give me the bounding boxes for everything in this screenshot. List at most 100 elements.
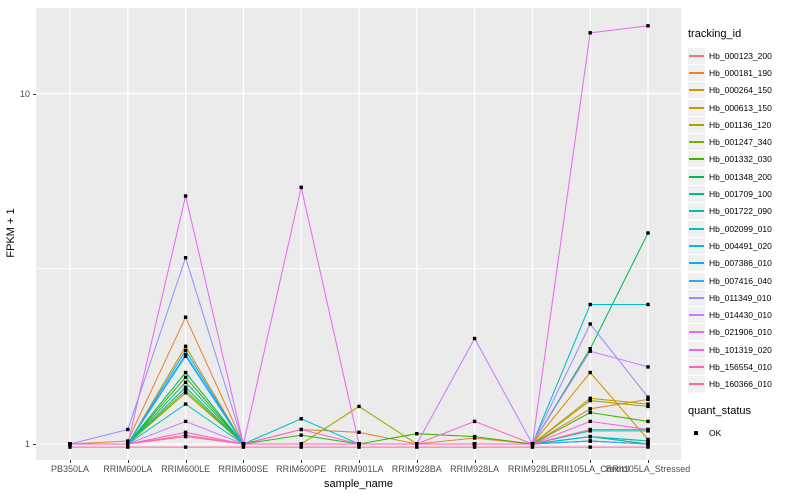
point-Hb_001348_200-RRII105LA_Control: [588, 347, 592, 351]
y-tick-label-1: 1: [24, 439, 30, 449]
legend-entry-Hb_014430_010: Hb_014430_010: [688, 306, 800, 324]
legend-entry-Hb_011349_010: Hb_011349_010: [688, 289, 800, 306]
legend-title: tracking_id: [688, 28, 742, 40]
plot-panel: [36, 8, 681, 460]
point-Hb_000181_190-RRII105LA_Control: [588, 407, 592, 411]
legend-entry-Hb_002099_010: Hb_002099_010: [688, 220, 800, 237]
point-Hb_002099_010-RRIM600LE: [183, 402, 188, 406]
point-Hb_101319_020-RRIM928LA: [472, 419, 477, 424]
x-tick-label-RRIM928LE: RRIM928LE: [507, 464, 557, 474]
point-Hb_156554_010-RRIM600LE: [183, 433, 188, 437]
legend-entry-Hb_160366_010: Hb_160366_010: [688, 376, 800, 393]
point-Hb_001136_120-RRIM600LE: [183, 391, 188, 395]
point-Hb_000181_190-RRIM901LA: [357, 430, 361, 434]
point-Hb_156554_010-RRIM600SE: [241, 442, 246, 446]
point-Hb_160366_010-RRIM600LE: [183, 445, 188, 449]
point-Hb_001722_090-RRIM600LE: [183, 385, 188, 390]
x-tick-mark: [648, 460, 649, 463]
point-Hb_002099_010-RRII105LA_Stressed: [646, 302, 650, 307]
legend-key-line-icon: [688, 255, 705, 272]
legend-entry-label: Hb_001332_030: [709, 154, 772, 165]
legend-entry-Hb_156554_010: Hb_156554_010: [688, 358, 800, 375]
point-Hb_004491_020-RRII105LA_Control: [588, 434, 592, 439]
point-Hb_101319_020-RRIM600PE: [299, 427, 303, 432]
point-Hb_156554_010-RRIM600LA: [126, 442, 130, 446]
y-tick-mark: [33, 444, 36, 445]
x-tick-label-RRIM901LA: RRIM901LA: [334, 464, 384, 474]
point-Hb_001332_030-RRII105LA_Control: [588, 410, 592, 415]
point-Hb_001332_030-RRIM928BA: [415, 432, 419, 436]
legend-entry-label: Hb_004491_020: [709, 240, 772, 251]
point-Hb_160366_010-PB350LA: [68, 445, 72, 449]
point-Hb_011349_010-RRII105LA_Stressed: [646, 395, 650, 399]
legend-entry-label: Hb_021906_010: [709, 327, 772, 338]
y-tick-label-10: 10: [19, 88, 30, 99]
legend-entry-Hb_001709_100: Hb_001709_100: [688, 185, 800, 203]
point-Hb_001332_030-RRIM600LE: [183, 375, 188, 379]
legend-key-line-icon: [688, 341, 705, 358]
point-Hb_000181_190-RRIM600LA: [126, 439, 130, 443]
legend-key-line-icon: [688, 307, 705, 324]
x-tick-mark: [70, 460, 71, 463]
legend-key-line-icon: [688, 134, 705, 151]
legend-key-line-icon: [688, 358, 705, 375]
point-Hb_002099_010-RRIM600PE: [299, 417, 303, 421]
legend-entry-Hb_000181_190: Hb_000181_190: [688, 64, 800, 81]
point-Hb_156554_010-RRIM901LA: [357, 442, 361, 446]
point-Hb_002099_010-RRII105LA_Control: [588, 302, 592, 307]
legend-entry-Hb_001136_120: Hb_001136_120: [688, 116, 800, 133]
legend-entry-label: Hb_007416_040: [709, 275, 772, 286]
x-tick-mark: [474, 460, 476, 463]
legend-entry-Hb_001722_090: Hb_001722_090: [688, 203, 800, 220]
point-Hb_101319_020-RRIM600LE: [183, 430, 188, 434]
legend-entry-label: Hb_156554_010: [709, 361, 772, 372]
point-Hb_000264_150-RRIM600LE: [183, 344, 188, 348]
x-tick-mark: [301, 460, 303, 463]
y-axis-title: FPKM + 1: [5, 208, 17, 258]
point-Hb_156554_010-RRII105LA_Stressed: [646, 427, 650, 432]
legend-key-line-icon: [688, 324, 705, 341]
point-Hb_001348_200-RRII105LA_Stressed: [646, 231, 650, 235]
point-Hb_014430_010-RRIM928LA: [472, 336, 477, 341]
legend-entry-Hb_000613_150: Hb_000613_150: [688, 99, 800, 116]
x-tick-label-RRIM600PE: RRIM600PE: [276, 464, 327, 474]
point-Hb_160366_010-RRII105LA_Control: [588, 445, 592, 449]
point-Hb_000181_190-RRII105LA_Stressed: [646, 397, 650, 402]
point-Hb_007416_040-RRIM600LE: [183, 354, 188, 358]
x-tick-mark: [416, 460, 418, 463]
point-Hb_160366_010-RRIM901LA: [357, 445, 361, 449]
point-Hb_156554_010-RRIM928BA: [415, 442, 419, 446]
point-Hb_101319_020-RRII105LA_Control: [588, 419, 592, 424]
x-axis-title: sample_name: [323, 478, 394, 490]
x-tick-mark: [243, 460, 245, 463]
legend-entry-label: Hb_001722_090: [709, 206, 772, 217]
legend-entry-label: Hb_000123_200: [709, 50, 772, 61]
quant-legend-entry: OK: [688, 424, 800, 441]
x-tick-label-RRIM928BA: RRIM928BA: [391, 464, 442, 474]
x-tick-label-RRIM928LA: RRIM928LA: [450, 464, 500, 474]
x-tick-mark: [127, 460, 129, 463]
legend-key-line-icon: [688, 272, 705, 289]
quant-legend-label: OK: [709, 427, 722, 438]
x-tick-mark: [185, 460, 187, 463]
legend: tracking_id Hb_000123_200 Hb_000181_190 Hb…: [688, 28, 800, 441]
legend-key-line-icon: [688, 168, 705, 185]
point-Hb_001332_030-RRIM928LA: [472, 434, 477, 439]
legend-entry-label: Hb_007386_010: [709, 258, 772, 269]
point-Hb_011349_010-RRIM600LE: [183, 256, 188, 260]
point-Hb_160366_010-RRIM600SE: [241, 445, 246, 449]
point-Hb_160366_010-RRIM928BA: [415, 445, 419, 449]
point-Hb_160366_010-RRIM928LA: [472, 445, 477, 449]
point-Hb_007386_010-RRIM600LE: [183, 348, 188, 353]
legend-key-line-icon: [688, 151, 705, 168]
x-tick-label-RRIM600LE: RRIM600LE: [161, 464, 211, 474]
point-Hb_001348_200-RRIM600LE: [183, 370, 188, 375]
legend-entry-label: Hb_160366_010: [709, 379, 772, 390]
point-Hb_007416_040-RRII105LA_Control: [588, 439, 592, 443]
legend-entry-label: Hb_014430_010: [709, 310, 772, 321]
legend-entries: Hb_000123_200 Hb_000181_190 Hb_000264_150 H…: [688, 47, 800, 393]
legend-entry-label: Hb_000181_190: [709, 67, 772, 78]
legend-entry-Hb_001247_340: Hb_001247_340: [688, 133, 800, 151]
legend-entry-Hb_007386_010: Hb_007386_010: [688, 255, 800, 272]
